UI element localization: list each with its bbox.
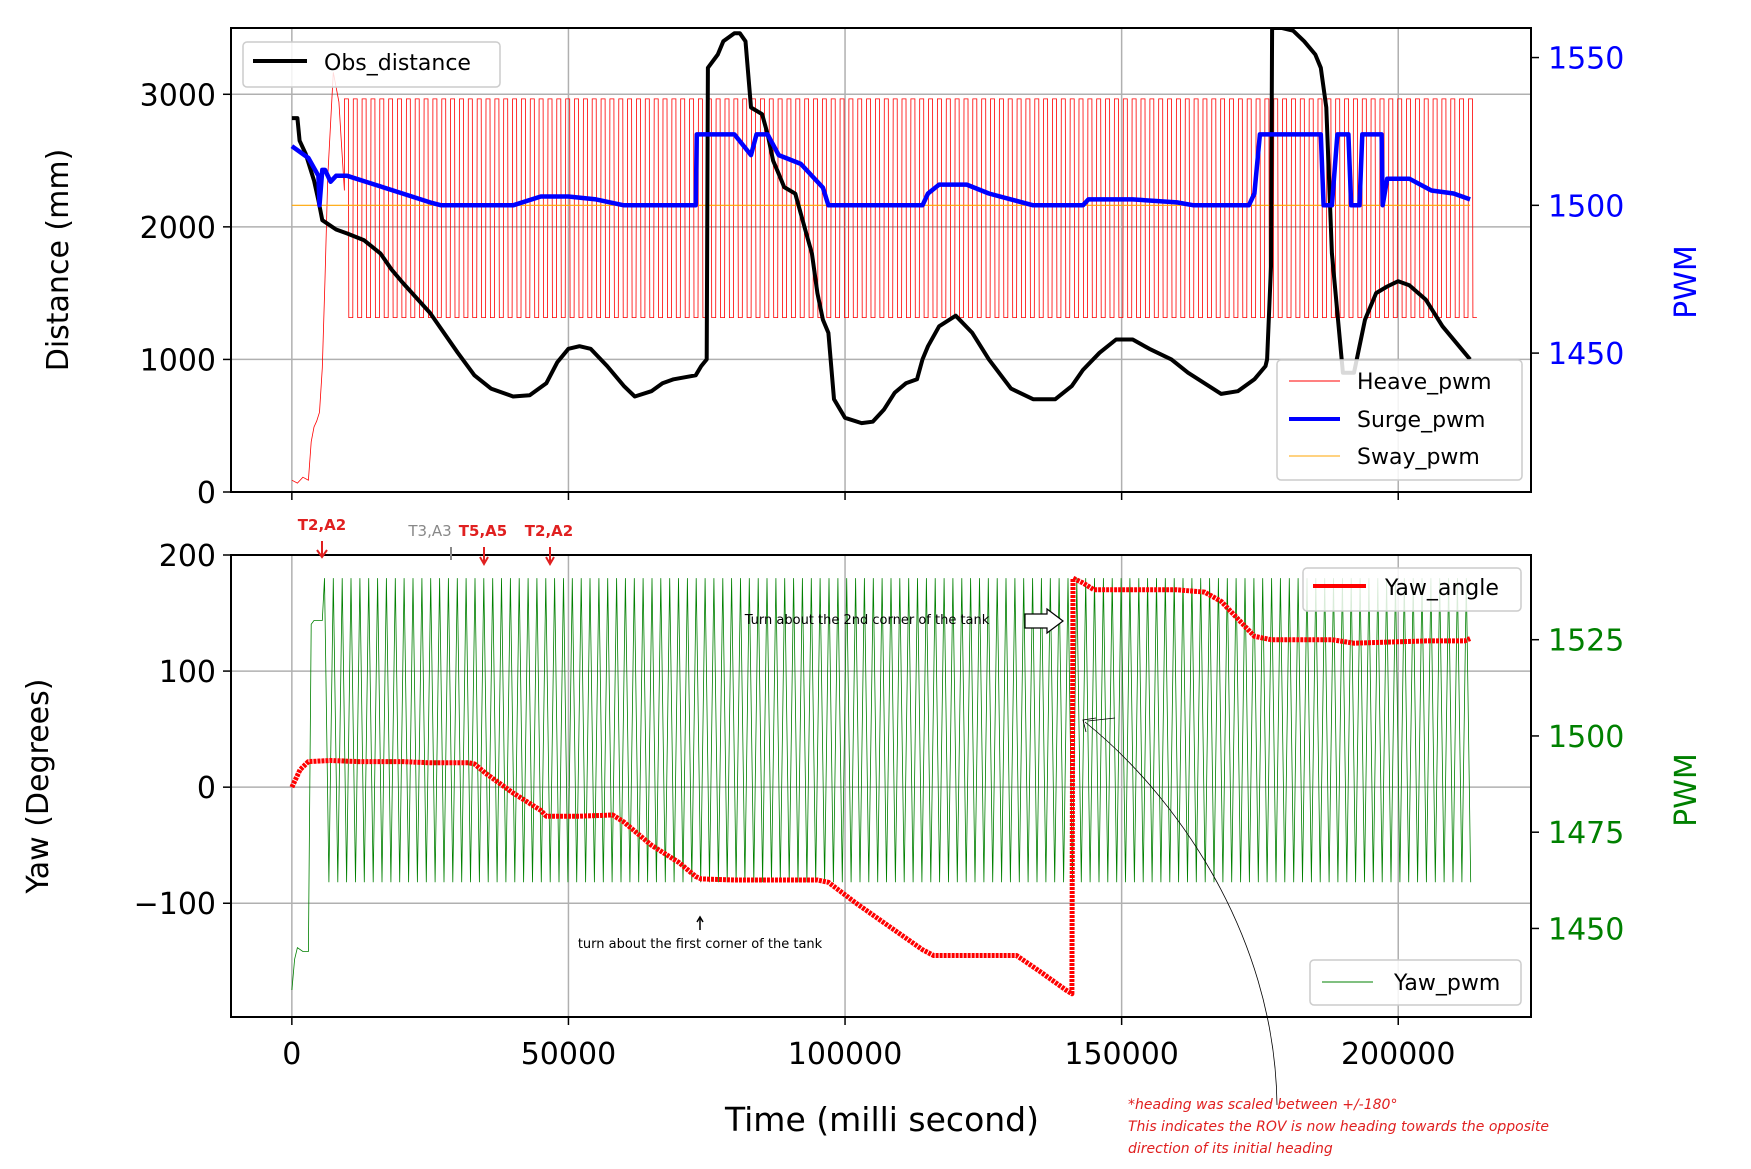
legend-label-surge-pwm: Surge_pwm [1357, 408, 1485, 433]
legend-box [1302, 567, 1522, 612]
legend-label-sway-pwm: Sway_pwm [1357, 445, 1480, 470]
x-tick-label: 100000 [788, 1037, 903, 1072]
y-tick-label: 0 [197, 771, 216, 806]
series-line-yaw-angle [289, 575, 1472, 997]
y2-tick-label: 1500 [1548, 189, 1624, 224]
marker-arrowhead [479, 556, 489, 567]
top-y-axis-label: Distance (mm) [41, 149, 76, 372]
y-tick-label: 3000 [140, 78, 216, 113]
y-tick-label: 200 [159, 539, 216, 574]
annotation-note-line1: *heading was scaled between +/-180° [1128, 1097, 1397, 1113]
annotation-note-line3: direction of its initial heading [1128, 1141, 1333, 1157]
x-tick-label: 50000 [521, 1037, 616, 1072]
top-series [290, 28, 1477, 484]
x-tick-label: 150000 [1064, 1037, 1179, 1072]
y2-tick-label: 1500 [1548, 720, 1624, 755]
y2-tick-label: 1550 [1548, 42, 1624, 77]
top-axes: 0 1000 2000 3000 1450 1500 1550 [140, 42, 1625, 511]
legend-box [242, 41, 501, 88]
annotation-tick [1087, 717, 1116, 722]
marker-label-t2-a2: T2,A2 [298, 516, 346, 534]
bottom-axes-frame [230, 554, 1532, 1018]
x-axis-label: Time (milli second) [724, 1100, 1039, 1139]
arrowhead [1082, 717, 1097, 733]
legend-label-yaw-pwm: Yaw_pwm [1393, 971, 1500, 996]
annotations: T2,A2 T3,A3 T5,A5 T2,A2 Turn about the 2… [298, 516, 1549, 1157]
series-line-surge-pwm [290, 132, 1471, 208]
annotation-first-corner: turn about the first corner of the tank [578, 937, 823, 952]
legend-obs-distance: Obs_distance [242, 41, 501, 88]
annotation-second-corner: Turn about the 2nd corner of the tank [744, 613, 990, 628]
y2-tick-label: 1475 [1548, 816, 1624, 851]
x-tick-label: 200000 [1341, 1037, 1456, 1072]
marker-label-t3-a3: T3,A3 [407, 522, 451, 540]
bottom-chart: 0 50000 100000 150000 200000 −100 0 100 200 1450 1… [21, 539, 1704, 1139]
marker-arrowhead [545, 556, 555, 567]
arrowhead [696, 915, 704, 923]
top-plot-area [290, 28, 1477, 484]
y-tick-label: 2000 [140, 211, 216, 246]
annotation-curve-arrow [1084, 721, 1278, 1106]
right-arrow-icon [1024, 607, 1064, 635]
y2-tick-label: 1450 [1548, 912, 1624, 947]
legend-pwm-top: Heave_pwm Surge_pwm Sway_pwm [1276, 359, 1523, 481]
x-tick-label: 0 [282, 1037, 301, 1072]
legend-yaw-angle: Yaw_angle [1302, 567, 1522, 612]
legend-box [1276, 359, 1523, 481]
bottom-y2-axis-label: PWM [1669, 753, 1704, 827]
marker-label-t5-a5: T5,A5 [459, 522, 507, 540]
marker-arrowhead [316, 549, 328, 559]
bottom-series [289, 575, 1472, 997]
annotation-note-line2: This indicates the ROV is now heading to… [1128, 1119, 1549, 1135]
series-line-obs-distance [291, 28, 1472, 426]
y-tick-label: 0 [197, 476, 216, 511]
legend-label-obs-distance: Obs_distance [324, 51, 471, 76]
y-tick-label: 100 [159, 655, 216, 690]
legend-box [1309, 959, 1522, 1006]
legend-label-yaw-angle: Yaw_angle [1384, 576, 1499, 601]
top-axes-frame [230, 27, 1532, 493]
legend-label-heave-pwm: Heave_pwm [1357, 370, 1492, 395]
top-y2-axis-label: PWM [1669, 245, 1704, 319]
bottom-plot-area [289, 575, 1472, 997]
series-line-yaw-pwm [291, 578, 1472, 991]
y-tick-label: 1000 [140, 343, 216, 378]
marker-label-t2-a2-second: T2,A2 [525, 522, 573, 540]
y2-tick-label: 1525 [1548, 624, 1624, 659]
bottom-axes: 0 50000 100000 150000 200000 −100 0 100 200 1450 1… [134, 539, 1625, 1072]
legend-yaw-pwm: Yaw_pwm [1309, 959, 1522, 1006]
y2-tick-label: 1450 [1548, 337, 1624, 372]
series-line-heave-pwm [291, 72, 1477, 484]
y-tick-label: −100 [134, 887, 216, 922]
bottom-y-axis-label: Yaw (Degrees) [21, 679, 56, 895]
